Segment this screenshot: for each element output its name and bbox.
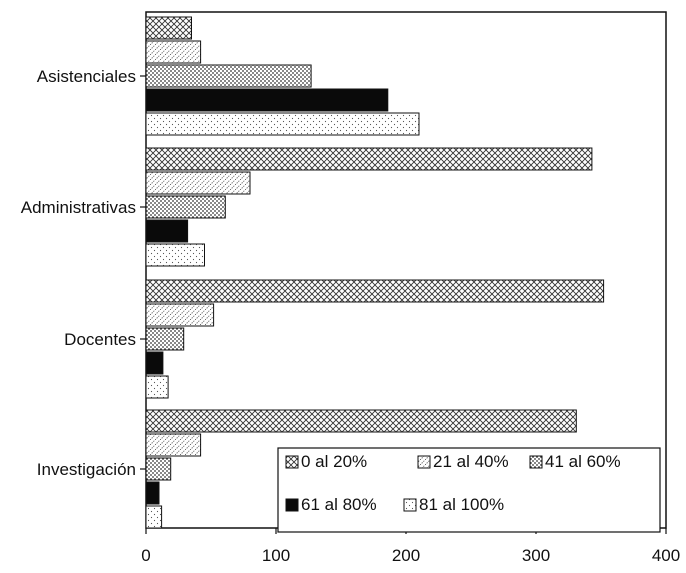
bar	[145, 64, 312, 88]
bar	[145, 112, 420, 136]
legend-swatch	[285, 455, 299, 469]
bar	[145, 147, 593, 171]
bar	[145, 279, 605, 303]
legend-label: 61 al 80%	[301, 495, 377, 514]
legend-swatch	[417, 455, 431, 469]
bar	[145, 171, 251, 195]
bar	[145, 219, 189, 243]
bar	[145, 327, 185, 351]
bar	[145, 481, 160, 505]
bar	[145, 409, 577, 433]
bar	[145, 195, 226, 219]
x-tick-label: 200	[392, 546, 420, 565]
x-axis: 0 100 200 300 400	[141, 528, 680, 565]
bar	[145, 351, 164, 375]
bar	[145, 243, 205, 267]
category-label: Investigación	[37, 460, 136, 479]
bar	[145, 16, 192, 40]
x-tick-label: 0	[141, 546, 150, 565]
legend-box	[277, 447, 661, 533]
bar	[145, 457, 172, 481]
y-axis-labels: Asistenciales Administrativas Docentes Inve…	[21, 67, 146, 479]
legend-label: 81 al 100%	[419, 495, 504, 514]
legend: 0 al 20% 21 al 40% 41 al 60% 61 al 80% 81 al…	[277, 447, 661, 533]
bar	[145, 40, 202, 64]
bar	[145, 433, 202, 457]
legend-label: 21 al 40%	[433, 452, 509, 471]
x-tick-label: 400	[652, 546, 680, 565]
x-tick-label: 300	[522, 546, 550, 565]
x-tick-label: 100	[262, 546, 290, 565]
legend-swatch	[529, 455, 543, 469]
legend-label: 41 al 60%	[545, 452, 621, 471]
legend-swatch	[285, 498, 299, 512]
category-label: Docentes	[64, 330, 136, 349]
legend-swatch	[403, 498, 417, 512]
bar	[145, 375, 169, 399]
bar	[145, 505, 163, 529]
bar	[145, 303, 215, 327]
category-label: Administrativas	[21, 198, 136, 217]
legend-label: 0 al 20%	[301, 452, 367, 471]
category-label: Asistenciales	[37, 67, 136, 86]
bar	[145, 88, 389, 112]
bars	[145, 16, 605, 529]
